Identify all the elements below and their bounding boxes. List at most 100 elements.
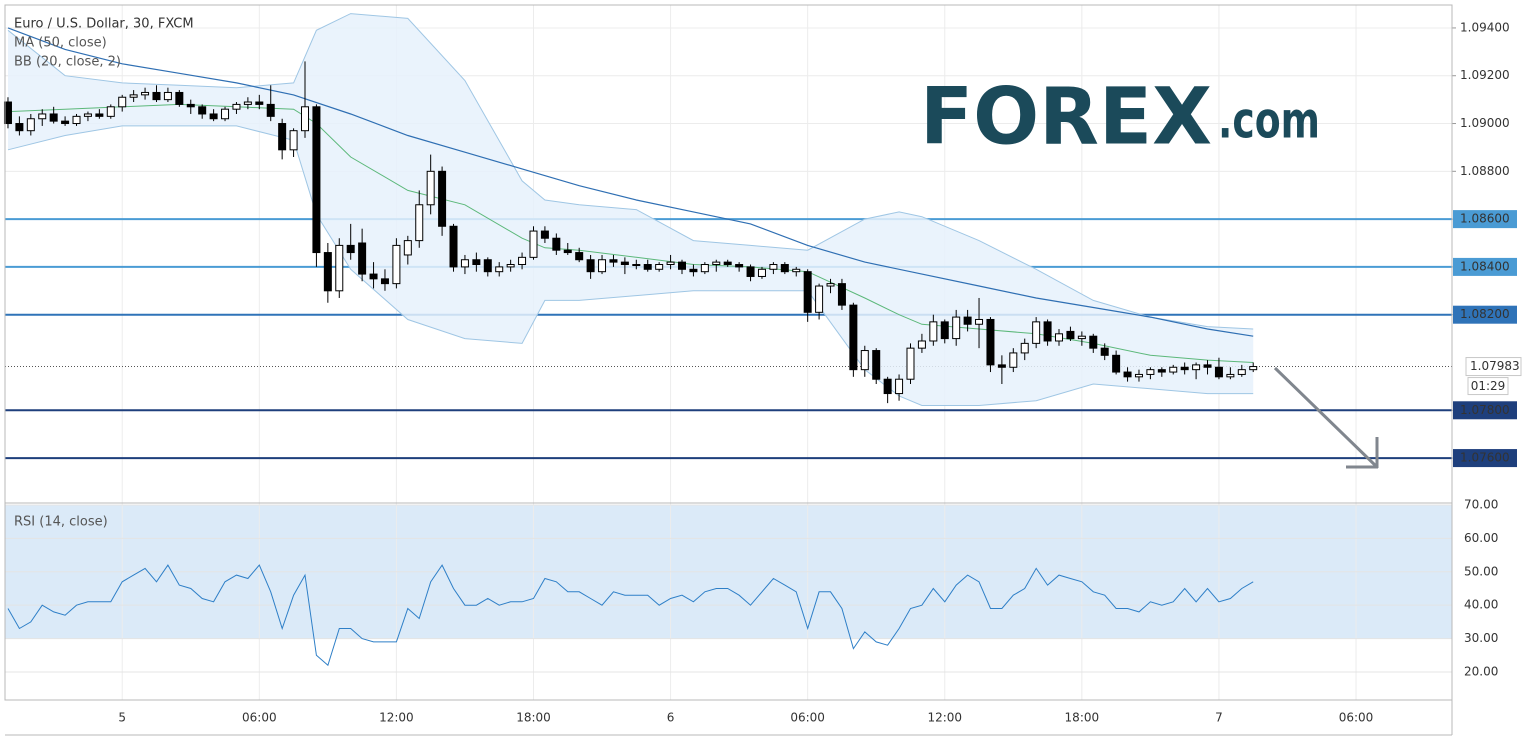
countdown-label: 01:29 xyxy=(1471,379,1506,393)
candle-body xyxy=(346,244,355,254)
candle-body xyxy=(632,264,641,267)
x-tick-label: 5 xyxy=(118,711,126,725)
level-label-box xyxy=(1453,401,1517,420)
y-tick-label: 1.09200 xyxy=(1460,68,1510,82)
candle-body xyxy=(643,264,652,270)
candle-body xyxy=(986,318,995,366)
candle-body xyxy=(460,259,469,268)
candle-body xyxy=(849,304,858,371)
candle-body xyxy=(26,118,35,132)
candle-body xyxy=(1192,364,1201,371)
y-tick-label: 1.08800 xyxy=(1460,164,1510,178)
candle-body xyxy=(232,103,241,110)
candle-body xyxy=(917,340,926,349)
candle-body xyxy=(483,259,492,273)
candle-body xyxy=(312,106,321,254)
x-tick-label: 12:00 xyxy=(379,711,414,725)
candle-body xyxy=(15,123,24,132)
candle-body xyxy=(163,91,172,101)
candle-body xyxy=(38,113,47,120)
level-label-box xyxy=(1453,449,1517,468)
bb-legend: BB (20, close, 2) xyxy=(14,55,121,70)
rsi-tick-label: 30.00 xyxy=(1464,631,1498,645)
y-tick-label: 1.09000 xyxy=(1460,116,1510,130)
candle-body xyxy=(689,268,698,273)
candle-body xyxy=(655,264,664,270)
candle-body xyxy=(563,249,572,254)
brand-name: FOREX xyxy=(920,72,1212,162)
y-tick-label: 1.08600 xyxy=(1460,212,1510,226)
candle-body xyxy=(609,259,618,263)
candle-body xyxy=(906,347,915,380)
candle-body xyxy=(598,259,607,273)
candle-body xyxy=(700,264,709,273)
candle-body xyxy=(392,244,401,285)
moving-average xyxy=(7,27,1254,337)
candle-body xyxy=(175,91,184,105)
candle-body xyxy=(723,261,732,266)
candle-body xyxy=(323,252,332,292)
candle-body xyxy=(449,225,458,268)
candle-body xyxy=(780,264,789,273)
candle-body xyxy=(495,266,504,273)
y-tick-label: 1.09400 xyxy=(1460,20,1510,34)
candle-body xyxy=(678,261,687,270)
forecast-arrow xyxy=(1273,366,1379,469)
candle-body xyxy=(221,108,230,120)
bollinger-basis xyxy=(7,103,1254,363)
candle-body xyxy=(586,259,595,273)
pane-frame xyxy=(4,4,1453,701)
brand-suffix: .com xyxy=(1218,92,1320,150)
candle-body xyxy=(106,106,115,117)
candle-body xyxy=(141,91,150,96)
candle-body xyxy=(769,264,778,270)
bollinger-lower xyxy=(7,125,1254,406)
candle-body xyxy=(952,316,961,340)
rsi-tick-label: 70.00 xyxy=(1464,498,1498,512)
candle-body xyxy=(1009,352,1018,368)
candle-body xyxy=(403,240,412,256)
level-label-box xyxy=(1453,210,1517,229)
candle-body xyxy=(3,101,12,125)
candle-body xyxy=(620,261,629,266)
candle-body xyxy=(61,120,70,125)
candle-body xyxy=(1226,373,1235,378)
candle-body xyxy=(49,113,58,122)
candle-body xyxy=(837,283,846,306)
candle-body xyxy=(266,103,275,117)
candle-body xyxy=(129,94,138,98)
candle-body xyxy=(369,273,378,280)
candle-body xyxy=(1214,366,1223,378)
candle-body xyxy=(803,271,812,313)
candle-body xyxy=(746,266,755,277)
rsi-tick-label: 50.00 xyxy=(1464,564,1498,578)
candle-body xyxy=(735,264,744,268)
candle-body xyxy=(506,264,515,268)
candle-body xyxy=(529,230,538,258)
x-tick-label: 12:00 xyxy=(927,711,962,725)
y-tick-label: 1.08400 xyxy=(1460,259,1510,273)
candle-body xyxy=(95,113,104,117)
candle-body xyxy=(198,106,207,115)
candle-body xyxy=(792,268,801,273)
candle-body xyxy=(1249,366,1258,371)
bollinger-upper xyxy=(7,13,1254,330)
candle-body xyxy=(929,321,938,342)
candle-body xyxy=(1032,321,1041,344)
candle-body xyxy=(1146,369,1155,375)
candle-body xyxy=(552,237,561,251)
candle-body xyxy=(1112,354,1121,373)
candle-body xyxy=(243,101,252,105)
candle-body xyxy=(1180,366,1189,371)
y-tick-label: 1.07800 xyxy=(1460,403,1510,417)
candle-body xyxy=(186,103,195,108)
candle-body xyxy=(1066,330,1075,340)
candle-body xyxy=(426,170,435,206)
candle-body xyxy=(1089,335,1098,349)
candle-body xyxy=(118,96,127,108)
rsi-line xyxy=(7,564,1254,667)
x-tick-label: 7 xyxy=(1215,711,1223,725)
candle-body xyxy=(1043,321,1052,342)
x-tick-label: 18:00 xyxy=(1065,711,1100,725)
candle-body xyxy=(472,259,481,266)
